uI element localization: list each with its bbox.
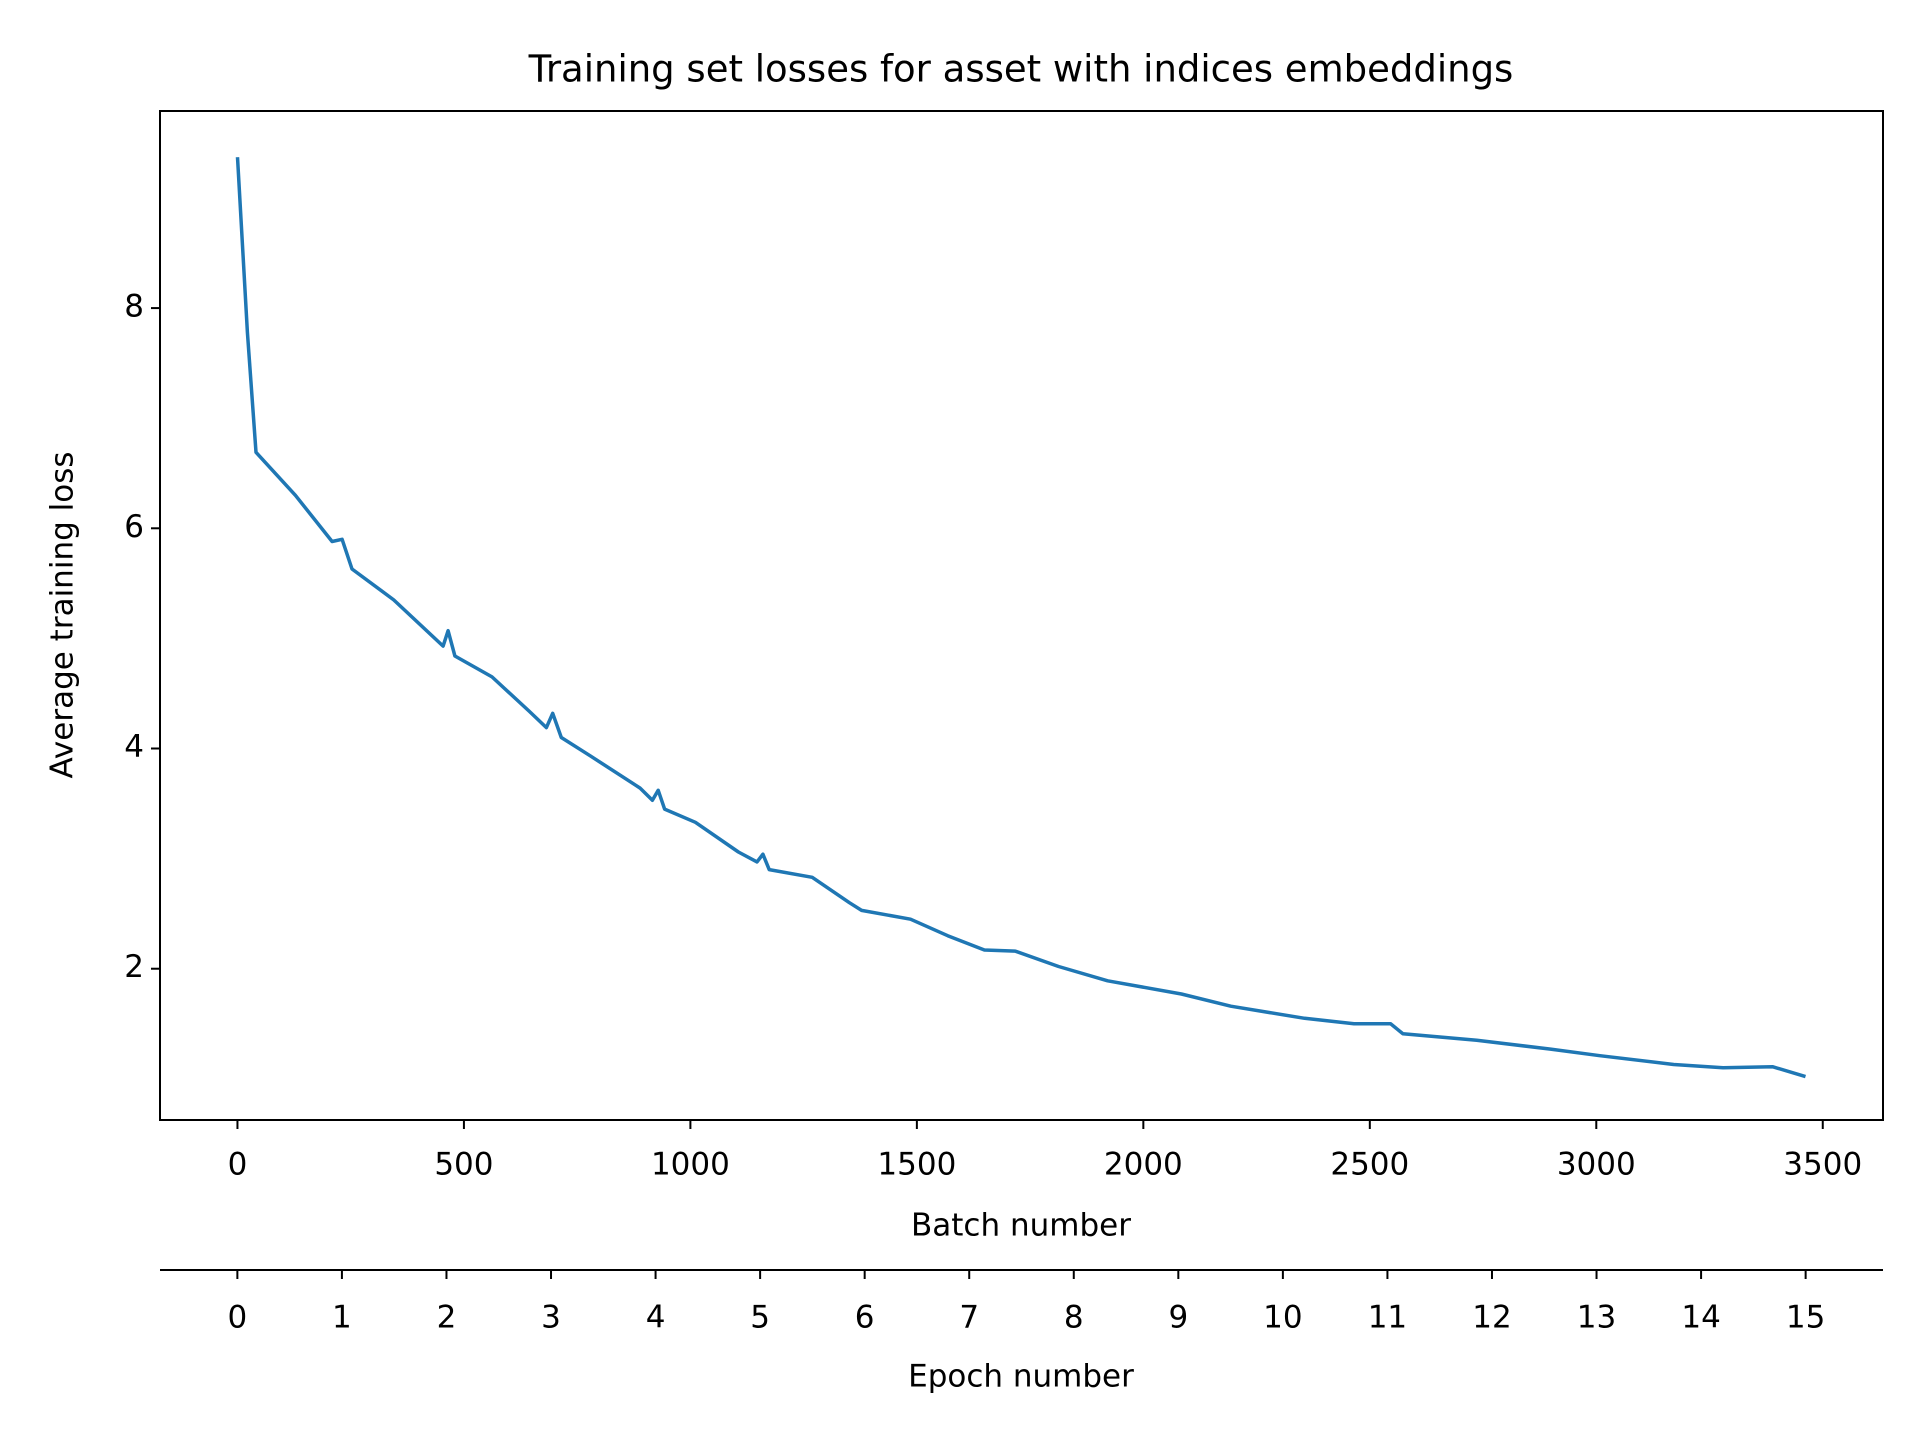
x2-tick-label: 3 bbox=[541, 1300, 561, 1336]
y-tick-label: 4 bbox=[124, 729, 144, 765]
x-tick-label: 3500 bbox=[1783, 1147, 1862, 1183]
x-tick-label: 2500 bbox=[1330, 1147, 1409, 1183]
chart-title: Training set losses for asset with indic… bbox=[528, 48, 1514, 91]
x-tick-label: 1000 bbox=[651, 1147, 730, 1183]
plot-frame bbox=[159, 110, 1884, 1121]
x2-tick-label: 1 bbox=[332, 1300, 352, 1336]
y-tick-label: 8 bbox=[124, 289, 144, 325]
x2-tick-label: 5 bbox=[750, 1300, 770, 1336]
x2-tick-label: 4 bbox=[646, 1300, 666, 1336]
x2-tick-label: 9 bbox=[1168, 1300, 1188, 1336]
x2-tick-label: 10 bbox=[1263, 1300, 1302, 1336]
x2-axis-label: Epoch number bbox=[908, 1359, 1134, 1395]
x-axis-label: Batch number bbox=[911, 1208, 1131, 1244]
x-tick-label: 1500 bbox=[877, 1147, 956, 1183]
x2-tick-label: 2 bbox=[437, 1300, 457, 1336]
x2-tick-label: 13 bbox=[1577, 1300, 1616, 1336]
x-tick-label: 3000 bbox=[1557, 1147, 1636, 1183]
x2-tick-label: 7 bbox=[959, 1300, 979, 1336]
y-tick-label: 6 bbox=[124, 509, 144, 545]
x2-tick-label: 8 bbox=[1064, 1300, 1084, 1336]
y-tick-label: 2 bbox=[124, 949, 144, 985]
x2-tick-label: 12 bbox=[1472, 1300, 1511, 1336]
x2-tick-label: 0 bbox=[228, 1300, 248, 1336]
x2-tick-label: 15 bbox=[1786, 1300, 1825, 1336]
x2-tick-label: 6 bbox=[855, 1300, 875, 1336]
x-tick-label: 2000 bbox=[1104, 1147, 1183, 1183]
x-tick-label: 500 bbox=[434, 1147, 493, 1183]
x-tick-label: 0 bbox=[228, 1147, 248, 1183]
x2-tick-label: 14 bbox=[1681, 1300, 1720, 1336]
x2-tick-label: 11 bbox=[1368, 1300, 1407, 1336]
loss-line bbox=[235, 157, 1807, 1079]
y-axis-label: Average training loss bbox=[45, 452, 81, 779]
